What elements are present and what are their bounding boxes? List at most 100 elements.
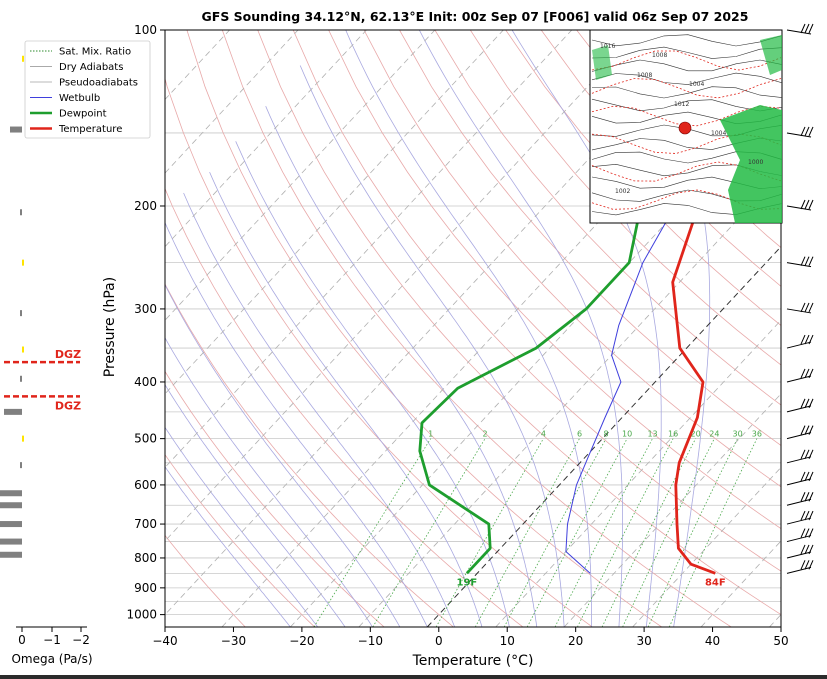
wind-barb-feather (808, 126, 814, 137)
wind-barb-feather (808, 368, 814, 379)
moist-adiabat (235, 141, 510, 627)
moist-adiabat (165, 384, 346, 627)
dry-adiabat (292, 30, 781, 572)
wind-barb-feather (804, 302, 810, 313)
x-tick-label: 0 (435, 634, 443, 648)
moist-adiabat (165, 284, 401, 627)
wind-barb (786, 425, 814, 440)
isotherm (290, 98, 781, 627)
wind-barb-feather (808, 23, 814, 34)
wind-barb-feather (800, 492, 806, 502)
omega-bar (20, 209, 22, 216)
freezing-isotherm (426, 245, 781, 627)
omega-bar (0, 502, 22, 509)
omega-bar (20, 375, 22, 382)
wind-barb-shaft (786, 205, 812, 211)
wind-barb-feather (808, 560, 814, 570)
wind-barb-feather (800, 199, 806, 210)
wind-barb-shaft (786, 517, 812, 525)
omega-tick-label: −2 (72, 633, 90, 647)
legend: Sat. Mix. Ratio Dry Adiabats Pseudoadiabat… (24, 40, 151, 139)
omega-bar (20, 310, 22, 317)
wind-barb-feather (804, 528, 810, 538)
wind-barb-shaft (786, 375, 812, 383)
dry-adiabat (469, 30, 781, 366)
dry-adiabat (540, 30, 781, 287)
wind-barb-shaft (786, 308, 812, 314)
wind-barb-feather (808, 471, 814, 482)
map-isobar-label: 1004 (689, 81, 704, 88)
wind-barb (786, 510, 814, 525)
y-tick-label: 700 (134, 517, 157, 531)
plot-frame (164, 29, 782, 628)
map-isotherm (591, 50, 782, 71)
dry-adiabat (789, 30, 827, 627)
wind-barb-feather (804, 449, 810, 460)
wind-barb-feather (808, 492, 814, 502)
wind-barb-feather (804, 23, 810, 34)
dry-adiabat (165, 370, 385, 627)
mixing-ratio-line (668, 438, 758, 627)
y-tick-label: 900 (134, 581, 157, 595)
wind-barb-feather (800, 471, 806, 482)
omega-bar (20, 462, 22, 469)
wind-barb-feather (808, 302, 814, 313)
dry-adiabat (165, 534, 246, 627)
moist-adiabat (511, 30, 662, 627)
dry-adiabat (221, 30, 732, 627)
mixing-ratio-label: 10 (622, 430, 632, 439)
omega-bar (0, 551, 22, 558)
y-axis-label: Pressure (hPa) (102, 277, 118, 377)
mixing-ratio-line (601, 438, 696, 627)
mixing-ratio-label: 30 (733, 430, 743, 439)
chart-title: GFS Sounding 34.12°N, 62.13°E Init: 00z … (202, 9, 749, 24)
wind-barb-shaft (786, 432, 812, 440)
wind-barb-feather (804, 256, 810, 266)
map-content: 1016 1008 1012 1004 1000 1002 1008 1004 (591, 34, 782, 223)
map-isotherm (591, 133, 782, 154)
wind-barb-feather (808, 425, 814, 435)
wind-barb-feather (800, 398, 806, 409)
wind-barb-feather (804, 126, 810, 137)
omega-bar (0, 521, 22, 528)
wind-barb-feather (804, 398, 810, 409)
mixing-ratio-label: 8 (603, 430, 608, 439)
omega-bar (22, 259, 24, 266)
map-precip-area (592, 45, 612, 80)
wind-barb-feather (800, 334, 806, 345)
wind-barb (786, 302, 814, 314)
isotherm (632, 466, 781, 627)
isotherm (358, 172, 781, 627)
wind-barb (786, 334, 814, 349)
y-tick-label: 400 (134, 375, 157, 389)
wind-barb (786, 23, 814, 35)
wind-barb-feather (808, 199, 814, 210)
moist-adiabat (209, 171, 483, 627)
dry-adiabat (165, 77, 593, 627)
map-inset: 1016 1008 1012 1004 1000 1002 1008 1004 (589, 29, 783, 224)
moist-adiabat (299, 65, 565, 627)
map-isobar-label: 1004 (711, 130, 726, 137)
surface-annotations: 19F 84F (457, 577, 726, 588)
wind-barb-shaft (786, 456, 812, 464)
omega-bar (0, 490, 22, 497)
wind-barb-feather (804, 544, 810, 555)
map-border-line (591, 34, 782, 47)
mixing-ratio-label: 20 (691, 430, 701, 439)
wind-barb-feather (800, 368, 806, 379)
wind-barbs (786, 23, 814, 574)
legend-label: Sat. Mix. Ratio (59, 47, 131, 58)
map-precip-area (720, 105, 782, 223)
legend-label: Temperature (58, 124, 122, 135)
dry-adiabat (363, 30, 781, 488)
wind-barb (786, 126, 814, 138)
wind-barb (786, 199, 814, 211)
map-isobar-label: 1008 (652, 52, 667, 59)
wind-barb-feather (804, 560, 810, 570)
wind-barb-feather (808, 510, 814, 521)
surface-value-label: 19F (457, 577, 478, 588)
mixing-ratio-label: 16 (668, 430, 678, 439)
wind-barb-feather (800, 510, 806, 521)
x-tick-label: 10 (500, 634, 515, 648)
